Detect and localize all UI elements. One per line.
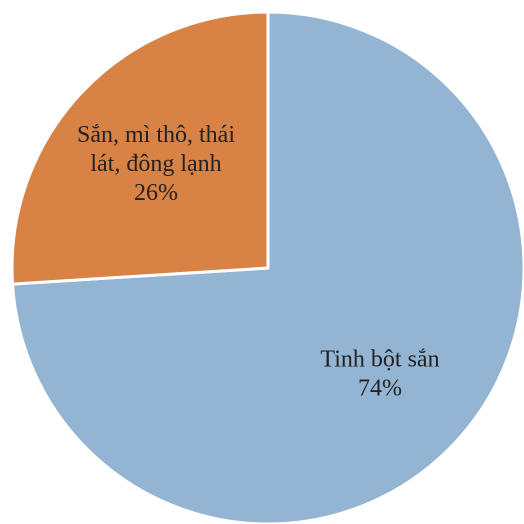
slice-label-0: Tinh bột sắn 74%	[320, 347, 439, 402]
slice-name-line-0-0: Tinh bột sắn	[320, 347, 439, 373]
slices-layer	[10, 10, 524, 524]
slice-value-label-1: 26%	[134, 180, 178, 206]
pie-slice-1	[10, 10, 270, 286]
slice-name-line-1-0: Sắn, mì thô, thái	[77, 122, 235, 148]
slice-name-line-1-1: lát, đông lạnh	[90, 151, 221, 177]
slice-label-1: Sắn, mì thô, thái lát, đông lạnh 26%	[77, 122, 235, 206]
slice-value-label-0: 74%	[358, 376, 402, 402]
labels-layer: Tinh bột sắn 74% Sắn, mì thô, thái lát, đôn…	[77, 122, 440, 402]
